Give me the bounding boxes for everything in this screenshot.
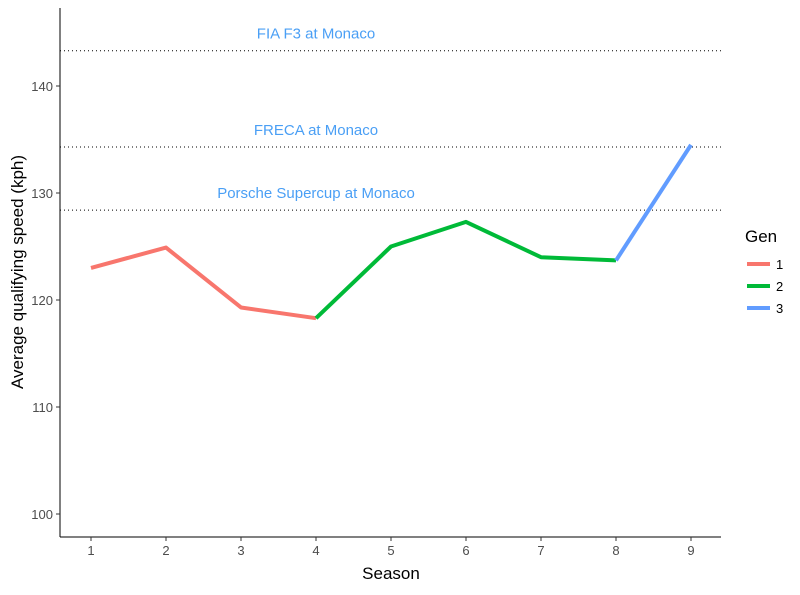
x-tick-label: 2	[162, 543, 169, 558]
legend-label-1: 1	[776, 257, 783, 272]
x-tick-label: 1	[87, 543, 94, 558]
x-axis-label: Season	[362, 564, 420, 583]
reference-label: Porsche Supercup at Monaco	[217, 185, 415, 202]
y-tick-label: 140	[31, 79, 53, 94]
x-tick-label: 4	[312, 543, 319, 558]
x-tick-label: 8	[612, 543, 619, 558]
x-tick-label: 3	[237, 543, 244, 558]
x-tick-label: 6	[462, 543, 469, 558]
legend-label-3: 3	[776, 301, 783, 316]
x-tick-label: 5	[387, 543, 394, 558]
series-line-gen-1	[90, 245, 317, 321]
x-tick-label: 7	[537, 543, 544, 558]
y-tick-label: 110	[32, 400, 53, 415]
series-line-gen-2	[314, 219, 617, 320]
y-tick-label: 120	[31, 293, 53, 308]
y-tick-label: 130	[31, 186, 53, 201]
series-line-gen-3	[614, 143, 693, 262]
reference-label: FRECA at Monaco	[254, 122, 378, 139]
y-tick-label: 100	[31, 507, 53, 522]
legend-label-2: 2	[776, 279, 783, 294]
x-tick-label: 9	[687, 543, 694, 558]
reference-label: FIA F3 at Monaco	[257, 26, 375, 43]
y-axis-label: Average qualifying speed (kph)	[8, 155, 27, 389]
legend-title: Gen	[745, 227, 777, 246]
